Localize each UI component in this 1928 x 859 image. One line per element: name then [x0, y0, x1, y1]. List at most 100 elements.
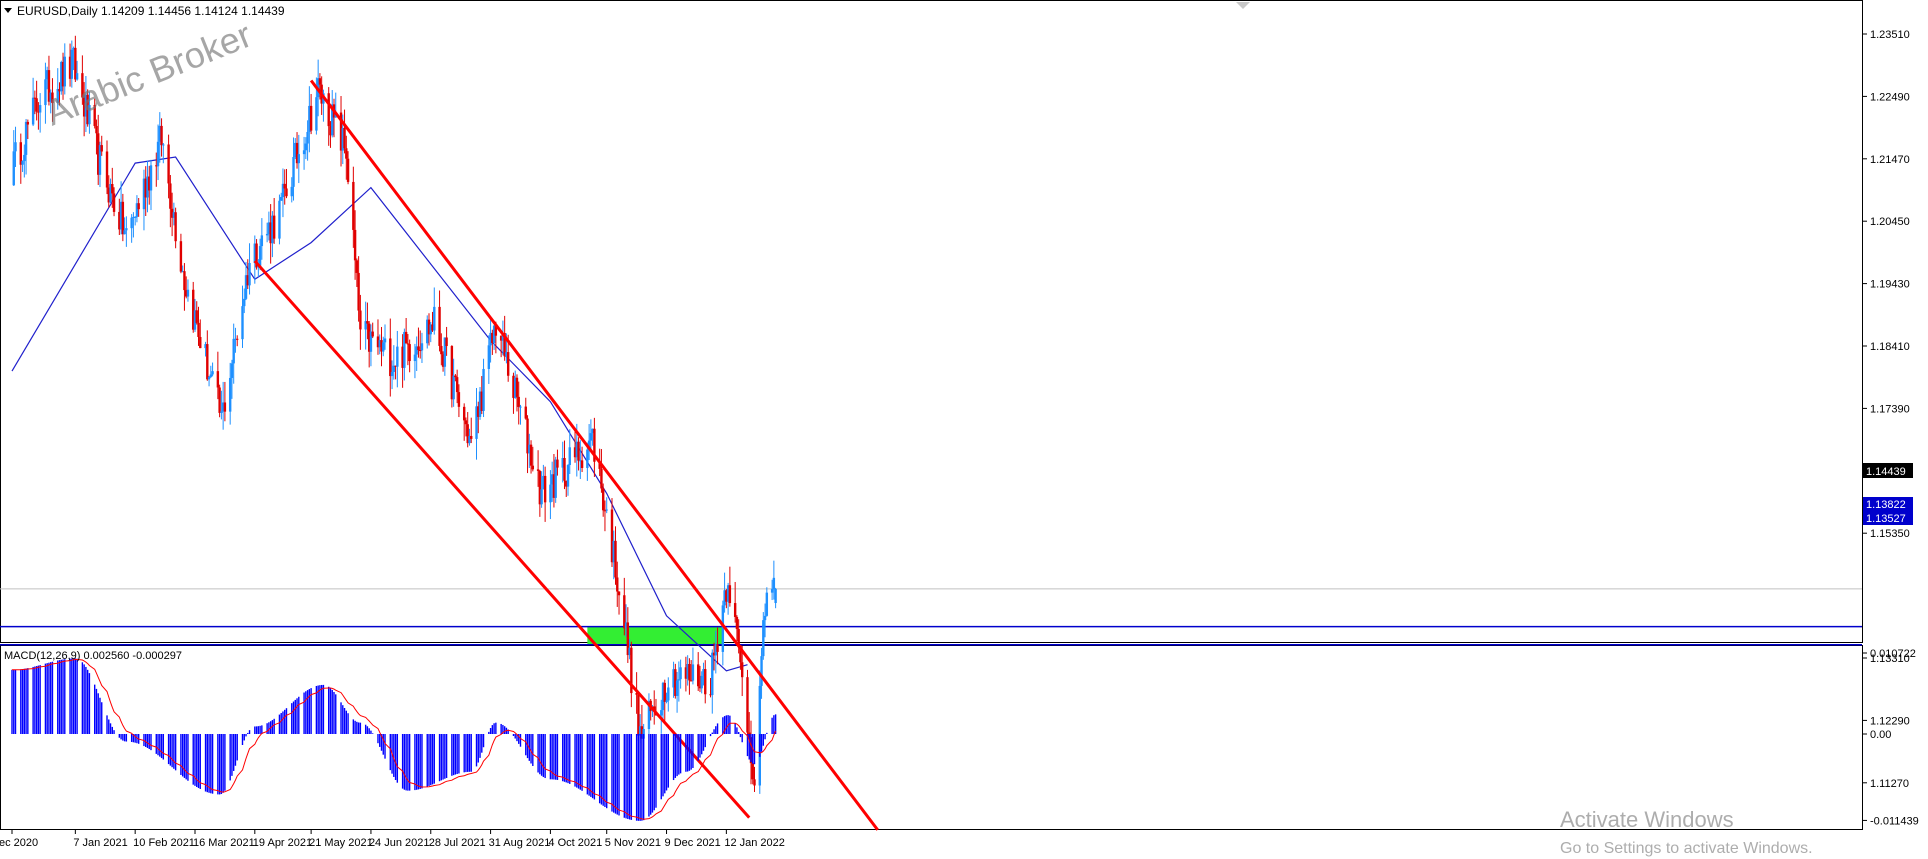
candle-body	[352, 181, 355, 230]
candle-body	[100, 145, 103, 152]
candle-body	[132, 216, 135, 218]
candle-body	[665, 700, 668, 702]
candle-body	[616, 577, 619, 592]
candle-body	[661, 682, 665, 711]
candle-body	[236, 338, 239, 340]
candle-body	[624, 622, 628, 629]
candle-body	[302, 150, 306, 155]
candle-body	[700, 675, 703, 689]
time-tick-label: 16 Mar 2021	[193, 837, 255, 849]
candle-body	[123, 230, 126, 235]
candle-body	[663, 682, 666, 702]
candle-body	[367, 323, 371, 352]
candle-body	[589, 433, 593, 441]
candle-body	[369, 331, 373, 352]
candle-body	[197, 322, 200, 337]
candle-body	[37, 111, 40, 113]
candle-body	[566, 465, 570, 487]
candle-body	[614, 540, 617, 578]
candle-body	[477, 406, 480, 417]
candle-body	[162, 144, 165, 146]
candle-body	[148, 176, 151, 191]
candle-body	[408, 344, 411, 362]
price-tick-label: 1.17390	[1870, 403, 1910, 415]
candle-body	[763, 615, 767, 621]
candle-body	[617, 591, 621, 596]
candle-body	[505, 352, 508, 357]
candle-body	[204, 344, 207, 349]
candle-body	[482, 368, 485, 411]
symbol-dropdown-icon[interactable]	[4, 8, 12, 13]
candle-body	[290, 186, 293, 197]
candle-body	[704, 669, 707, 695]
candle-body	[598, 461, 601, 469]
candle-body	[538, 470, 542, 505]
time-tick-label: 19 Apr 2021	[253, 837, 312, 849]
candle-body	[241, 306, 244, 340]
candle-body	[733, 603, 737, 617]
candle-body	[746, 677, 749, 733]
candle-body	[234, 338, 237, 340]
candle-body	[23, 154, 26, 162]
time-tick-label: 10 Feb 2021	[133, 837, 195, 849]
time-tick-label: 28 Jul 2021	[429, 837, 486, 849]
candle-body	[638, 726, 642, 736]
candle-body	[415, 346, 418, 355]
candle-body	[84, 94, 88, 117]
candle-body	[526, 418, 529, 454]
candle-body	[709, 694, 712, 696]
candle-body	[339, 112, 343, 151]
channel-lower-line[interactable]	[253, 259, 751, 819]
candle-body	[642, 728, 645, 739]
price-tick-label: 1.23510	[1870, 29, 1910, 41]
candle-body	[413, 354, 417, 362]
candle-body	[292, 157, 295, 187]
price-tick-label: 1.15350	[1870, 528, 1910, 540]
candle-body	[74, 47, 77, 80]
candle-body	[647, 700, 651, 729]
candle-body	[183, 271, 186, 291]
candle-body	[271, 215, 274, 244]
candle-body	[524, 406, 527, 419]
candle-body	[68, 56, 72, 79]
candle-body	[568, 447, 571, 466]
candle-body	[610, 509, 614, 563]
candle-body	[401, 346, 404, 368]
candle-body	[170, 208, 174, 218]
candle-body	[184, 290, 188, 297]
level-lower-label: 1.13527	[1866, 513, 1906, 525]
candle-body	[726, 585, 730, 602]
candle-body	[285, 188, 288, 197]
candle-body	[390, 371, 394, 377]
candle-body	[438, 306, 441, 346]
candle-body	[295, 142, 299, 164]
candle-body	[357, 272, 360, 311]
candle-body	[601, 488, 605, 511]
candle-body	[406, 343, 410, 345]
scroll-shift-marker[interactable]	[1236, 2, 1250, 9]
candle-body	[579, 460, 582, 462]
candle-body	[455, 377, 459, 393]
candle-body	[345, 148, 348, 159]
candle-body	[660, 710, 663, 716]
candle-body	[487, 345, 491, 369]
candle-body	[47, 70, 51, 102]
candle-body	[765, 592, 769, 616]
candle-body	[468, 435, 471, 444]
candle-body	[514, 377, 517, 398]
candle-body	[309, 105, 313, 131]
candle-body	[33, 97, 37, 99]
activate-windows-subtitle: Go to Settings to activate Windows.	[1560, 840, 1813, 857]
candle-body	[280, 197, 283, 201]
candle-body	[475, 406, 478, 439]
candle-body	[158, 125, 161, 142]
candle-body	[517, 396, 520, 407]
macd-tick-label: -0.011439	[1870, 815, 1919, 827]
candle-body	[179, 241, 183, 272]
support-zone-rect[interactable]	[587, 626, 723, 645]
channel-upper-line[interactable]	[309, 79, 879, 831]
candle-body	[218, 387, 221, 413]
candle-body	[283, 183, 286, 189]
candle-body	[480, 391, 483, 411]
